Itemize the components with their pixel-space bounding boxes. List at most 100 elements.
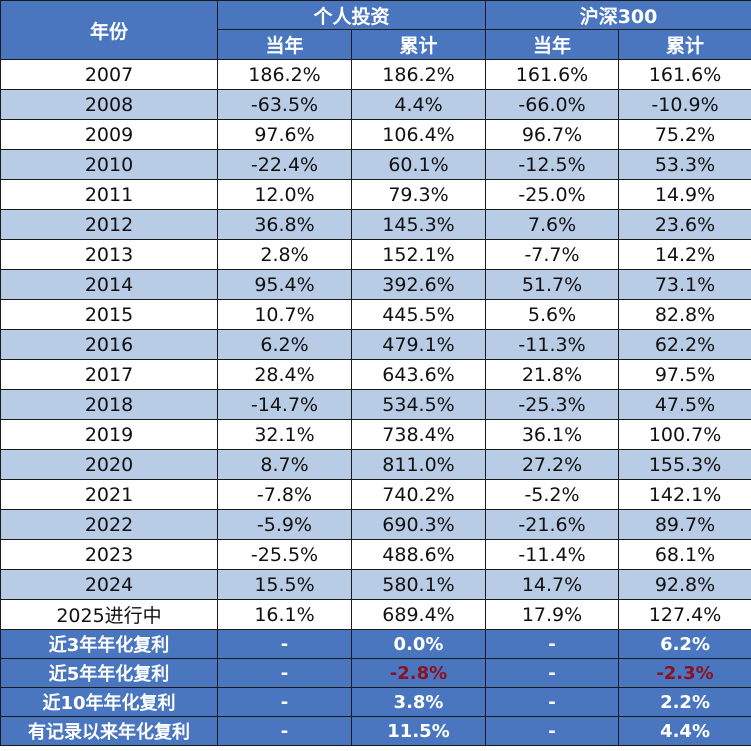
cell-personal-year: 6.2% xyxy=(217,329,352,360)
table-row: 2022 -5.9% 690.3% -21.6% 89.7% xyxy=(0,509,751,540)
cell-personal-cumulative: 738.4% xyxy=(350,419,487,450)
cell-personal-cumulative: 186.2% xyxy=(350,59,487,90)
table-row: 2024 15.5% 580.1% 14.7% 92.8% xyxy=(0,569,751,600)
cell-hs300-year: -66.0% xyxy=(485,89,620,120)
cell-personal-cumulative: 580.1% xyxy=(350,569,487,600)
cell-year: 2008 xyxy=(0,89,218,120)
summary-cell-hs300-year: - xyxy=(485,658,620,688)
cell-personal-year: -5.9% xyxy=(217,509,352,540)
cell-hs300-cumulative: 161.6% xyxy=(618,59,751,90)
cell-hs300-cumulative: 14.9% xyxy=(618,179,751,210)
cell-personal-year: 97.6% xyxy=(217,119,352,150)
summary-label: 有记录以来年化复利 xyxy=(0,716,218,746)
cell-personal-year: -22.4% xyxy=(217,149,352,180)
cell-hs300-cumulative: 68.1% xyxy=(618,539,751,570)
cell-year: 2020 xyxy=(0,449,218,480)
cell-personal-cumulative: 690.3% xyxy=(350,509,487,540)
summary-row: 近10年年化复利 -3.8% -2.2% xyxy=(0,687,751,717)
cell-personal-cumulative: 534.5% xyxy=(350,389,487,420)
table-row: 2019 32.1% 738.4% 36.1% 100.7% xyxy=(0,419,751,450)
summary-cell-personal-year: - xyxy=(217,629,352,659)
cell-year: 2014 xyxy=(0,269,218,300)
cell-year: 2025进行中 xyxy=(0,599,218,630)
summary-cell-hs300-year: - xyxy=(485,687,620,717)
summary-cell-personal-year: - xyxy=(217,716,352,746)
cell-hs300-year: 21.8% xyxy=(485,359,620,390)
cell-personal-year: 186.2% xyxy=(217,59,352,90)
table-row: 2013 2.8% 152.1% -7.7% 14.2% xyxy=(0,239,751,270)
header-hs300-cumulative: 累计 xyxy=(618,29,751,60)
cell-personal-cumulative: 740.2% xyxy=(350,479,487,510)
cell-personal-year: 8.7% xyxy=(217,449,352,480)
summary-cell-hs300-cumulative: 2.2% xyxy=(618,687,751,717)
cell-year: 2015 xyxy=(0,299,218,330)
cell-personal-cumulative: 79.3% xyxy=(350,179,487,210)
cell-hs300-year: 36.1% xyxy=(485,419,620,450)
table-row: 2021 -7.8% 740.2% -5.2% 142.1% xyxy=(0,479,751,510)
cell-hs300-year: 14.7% xyxy=(485,569,620,600)
summary-body: 近3年年化复利 -0.0% -6.2% 近5年年化复利 - -2.8% - -2.3% 近10年… xyxy=(0,629,751,746)
cell-hs300-year: -11.3% xyxy=(485,329,620,360)
cell-personal-year: 2.8% xyxy=(217,239,352,270)
table-row: 2007 186.2% 186.2% 161.6% 161.6% xyxy=(0,59,751,90)
header-row-sub: 当年 累计 当年 累计 xyxy=(1,29,751,60)
cell-hs300-cumulative: 73.1% xyxy=(618,269,751,300)
header-group-personal: 个人投资 xyxy=(216,0,487,30)
cell-hs300-year: 27.2% xyxy=(485,449,620,480)
cell-year: 2017 xyxy=(0,359,218,390)
cell-hs300-year: -25.0% xyxy=(485,179,620,210)
cell-personal-cumulative: 479.1% xyxy=(350,329,487,360)
table-row: 2008 -63.5% 4.4% -66.0% -10.9% xyxy=(0,89,751,120)
header-personal-year: 当年 xyxy=(217,29,352,60)
table-row: 2012 36.8% 145.3% 7.6% 23.6% xyxy=(0,209,751,240)
summary-label: 近5年年化复利 xyxy=(0,658,218,688)
cell-personal-year: 28.4% xyxy=(217,359,352,390)
table-row: 2015 10.7% 445.5% 5.6% 82.8% xyxy=(0,299,751,330)
cell-personal-cumulative: 643.6% xyxy=(350,359,487,390)
summary-row: 近5年年化复利 - -2.8% - -2.3% xyxy=(0,658,751,688)
cell-year: 2011 xyxy=(0,179,218,210)
cell-personal-cumulative: 145.3% xyxy=(350,209,487,240)
cell-hs300-cumulative: 127.4% xyxy=(618,599,751,630)
summary-label: 近10年年化复利 xyxy=(0,687,218,717)
cell-personal-year: 95.4% xyxy=(217,269,352,300)
cell-hs300-year: 96.7% xyxy=(485,119,620,150)
summary-row: 近3年年化复利 -0.0% -6.2% xyxy=(0,629,751,659)
cell-personal-cumulative: 689.4% xyxy=(350,599,487,630)
summary-cell-personal-year: - xyxy=(217,687,352,717)
cell-personal-year: -25.5% xyxy=(217,539,352,570)
cell-personal-year: 15.5% xyxy=(217,569,352,600)
header-row-groups: 年份 个人投资 沪深300 xyxy=(0,0,751,60)
cell-hs300-cumulative: 82.8% xyxy=(618,299,751,330)
table-row: 2017 28.4% 643.6% 21.8% 97.5% xyxy=(0,359,751,390)
header-personal-cumulative: 累计 xyxy=(350,29,487,60)
cell-personal-cumulative: 488.6% xyxy=(350,539,487,570)
cell-hs300-cumulative: 23.6% xyxy=(618,209,751,240)
summary-cell-personal-cumulative: 0.0% xyxy=(350,629,487,659)
summary-cell-hs300-year: - xyxy=(485,629,620,659)
cell-hs300-cumulative: 97.5% xyxy=(618,359,751,390)
data-body: 2007 186.2% 186.2% 161.6% 161.6% 2008 -63.5% 4.… xyxy=(0,59,751,630)
cell-year: 2022 xyxy=(0,509,218,540)
cell-hs300-cumulative: 62.2% xyxy=(618,329,751,360)
cell-personal-year: 16.1% xyxy=(217,599,352,630)
summary-cell-hs300-cumulative: -2.3% xyxy=(618,658,751,688)
table-row: 2011 12.0% 79.3% -25.0% 14.9% xyxy=(0,179,751,210)
cell-hs300-year: 5.6% xyxy=(485,299,620,330)
cell-hs300-year: -11.4% xyxy=(485,539,620,570)
table-row: 2016 6.2% 479.1% -11.3% 62.2% xyxy=(0,329,751,360)
table-header: 年份 个人投资 沪深300 当年 累计 当年 累计 xyxy=(0,0,751,60)
summary-cell-hs300-year: - xyxy=(485,716,620,746)
cell-hs300-year: 51.7% xyxy=(485,269,620,300)
cell-personal-cumulative: 60.1% xyxy=(350,149,487,180)
table-row: 2018 -14.7% 534.5% -25.3% 47.5% xyxy=(0,389,751,420)
cell-personal-year: -7.8% xyxy=(217,479,352,510)
cell-personal-year: -14.7% xyxy=(217,389,352,420)
cell-year: 2010 xyxy=(0,149,218,180)
header-hs300-year: 当年 xyxy=(485,29,620,60)
cell-hs300-year: 7.6% xyxy=(485,209,620,240)
cell-hs300-year: -21.6% xyxy=(485,509,620,540)
cell-hs300-cumulative: 100.7% xyxy=(618,419,751,450)
cell-personal-cumulative: 4.4% xyxy=(350,89,487,120)
